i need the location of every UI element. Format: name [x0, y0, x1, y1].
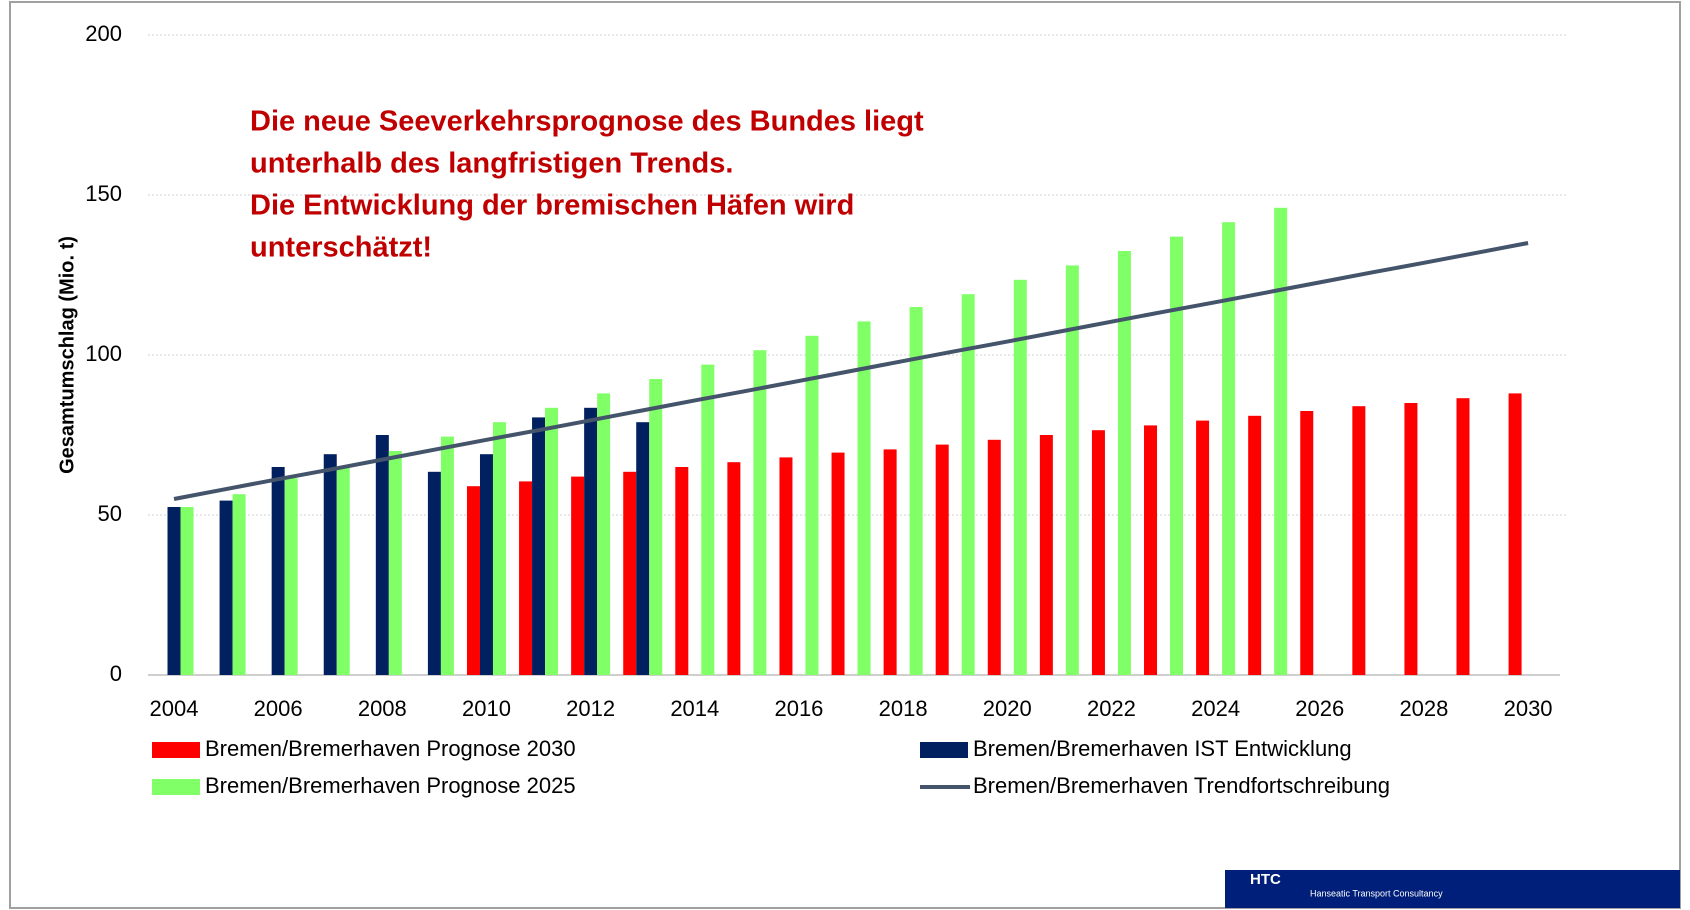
- bar: [805, 335, 819, 675]
- bar: [336, 467, 350, 675]
- annotation: unterhalb des langfristigen Trends.: [250, 148, 733, 180]
- bar: [1248, 415, 1262, 675]
- y-tick-label: 200: [85, 21, 122, 46]
- bar: [1300, 411, 1314, 675]
- x-tick-label: 2028: [1399, 696, 1448, 721]
- bar: [545, 407, 559, 675]
- bar: [935, 444, 949, 675]
- x-tick-label: 2008: [358, 696, 407, 721]
- legend-swatch: [152, 779, 200, 795]
- y-tick-label: 0: [110, 661, 122, 686]
- bar: [1196, 420, 1210, 675]
- bar: [284, 478, 298, 675]
- bar: [636, 422, 650, 675]
- legend-label: Bremen/Bremerhaven Prognose 2025: [205, 773, 576, 798]
- bar: [831, 452, 845, 675]
- bar: [649, 379, 663, 675]
- bar: [427, 471, 441, 675]
- bar: [1039, 435, 1053, 675]
- bar: [271, 467, 285, 675]
- bar: [388, 451, 402, 675]
- x-tick-label: 2018: [879, 696, 928, 721]
- bar: [701, 364, 715, 675]
- bar: [492, 422, 506, 675]
- logo-bg: [1225, 870, 1680, 908]
- legend-label: Bremen/Bremerhaven IST Entwicklung: [973, 736, 1352, 761]
- bar: [1144, 425, 1158, 675]
- logo-title: HTC: [1250, 871, 1281, 888]
- bar: [857, 321, 871, 675]
- bar: [1456, 398, 1470, 675]
- y-axis-label: Gesamtumschlag (Mio. t): [56, 236, 78, 474]
- x-tick-label: 2006: [254, 696, 303, 721]
- bar: [323, 454, 337, 675]
- y-tick-label: 50: [98, 501, 122, 526]
- bar: [1404, 403, 1418, 675]
- bar: [571, 476, 585, 675]
- bar: [584, 407, 598, 675]
- logo-subtitle: Hanseatic Transport Consultancy: [1310, 888, 1443, 898]
- bar: [479, 454, 493, 675]
- x-tick-label: 2022: [1087, 696, 1136, 721]
- frame: [9, 1, 1681, 909]
- bar: [987, 439, 1001, 675]
- y-tick-label: 100: [85, 341, 122, 366]
- legend-swatch: [152, 742, 200, 758]
- annotation: Die Entwicklung der bremischen Häfen wir…: [250, 190, 854, 222]
- x-tick-label: 2016: [774, 696, 823, 721]
- x-tick-label: 2012: [566, 696, 615, 721]
- x-tick-label: 2020: [983, 696, 1032, 721]
- bar: [519, 481, 533, 675]
- bar: [779, 457, 793, 675]
- bar: [219, 500, 233, 675]
- bar: [466, 486, 480, 675]
- bar: [623, 471, 637, 675]
- bar: [1508, 393, 1522, 675]
- annotation: Die neue Seeverkehrsprognose des Bundes …: [250, 106, 924, 138]
- bar: [375, 435, 389, 675]
- bar: [1352, 406, 1366, 675]
- bar: [1274, 207, 1288, 676]
- bar: [961, 294, 975, 675]
- bar: [440, 436, 454, 675]
- bar: [180, 507, 194, 675]
- x-tick-label: 2030: [1504, 696, 1553, 721]
- bar: [883, 449, 897, 675]
- bar: [727, 462, 741, 675]
- x-tick-label: 2024: [1191, 696, 1240, 721]
- bar: [532, 417, 546, 675]
- bar: [753, 350, 767, 675]
- legend-label: Bremen/Bremerhaven Prognose 2030: [205, 736, 576, 761]
- x-tick-label: 2010: [462, 696, 511, 721]
- bar: [675, 467, 689, 675]
- bar: [232, 494, 246, 675]
- legend-label: Bremen/Bremerhaven Trendfortschreibung: [973, 773, 1390, 798]
- y-tick-label: 150: [85, 181, 122, 206]
- bar: [1222, 222, 1236, 675]
- bar: [1013, 279, 1027, 675]
- bar: [1091, 430, 1105, 675]
- bar: [167, 507, 181, 675]
- bar: [1065, 265, 1079, 675]
- annotation: unterschätzt!: [250, 232, 432, 264]
- bar: [1117, 251, 1131, 675]
- x-tick-label: 2026: [1295, 696, 1344, 721]
- trend-line: [173, 241, 1529, 501]
- x-tick-label: 2014: [670, 696, 719, 721]
- legend-swatch: [920, 742, 968, 758]
- bar: [597, 393, 611, 675]
- bar: [1170, 236, 1184, 675]
- x-tick-label: 2004: [150, 696, 199, 721]
- bar: [909, 307, 923, 675]
